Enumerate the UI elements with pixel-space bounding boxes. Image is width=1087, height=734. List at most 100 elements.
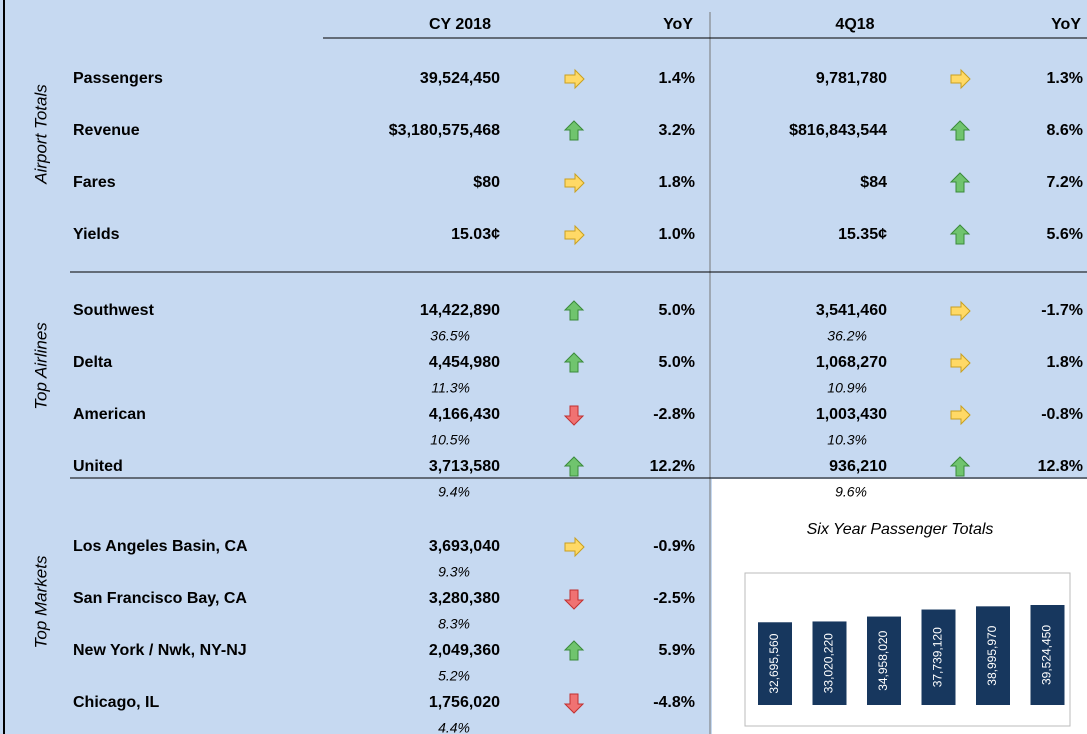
section-label: Airport Totals — [31, 84, 50, 185]
cy-share: 4.4% — [438, 720, 470, 734]
cy-share: 8.3% — [438, 616, 470, 632]
trend-arrow — [949, 456, 971, 477]
bar — [921, 609, 956, 705]
bar — [867, 616, 901, 705]
q-yoy: 5.6% — [1047, 226, 1083, 243]
trend-arrow — [950, 68, 971, 90]
trend-arrow — [564, 224, 585, 246]
row-label: Passengers — [73, 70, 163, 87]
header: YoY — [663, 16, 693, 33]
bar-label: 32,695,560 — [767, 633, 781, 693]
q-yoy: -0.8% — [1041, 406, 1083, 423]
bar-label: 33,020,220 — [822, 633, 836, 693]
bar-label: 39,524,450 — [1040, 625, 1054, 685]
bar-label: 38,995,970 — [985, 625, 999, 685]
cy-yoy: 1.4% — [659, 70, 695, 87]
cy-yoy: -0.9% — [653, 538, 695, 555]
cy-yoy: -2.5% — [653, 590, 695, 607]
cy-value: $80 — [473, 174, 500, 191]
trend-arrow — [563, 120, 585, 141]
trend-arrow — [950, 352, 971, 374]
q-value: 15.35¢ — [838, 226, 887, 243]
cy-yoy: 5.0% — [659, 354, 695, 371]
trend-arrow — [563, 352, 585, 373]
cy-share: 5.2% — [438, 668, 470, 684]
cy-value: 4,454,980 — [429, 354, 500, 371]
header: CY 2018 — [429, 16, 491, 33]
cy-value: 4,166,430 — [429, 406, 500, 423]
q-value: 936,210 — [829, 458, 887, 475]
cy-share: 10.5% — [430, 432, 470, 448]
q-value: 1,003,430 — [816, 406, 887, 423]
cy-yoy: 12.2% — [650, 458, 695, 475]
trend-arrow — [563, 456, 585, 477]
cy-yoy: 5.9% — [659, 642, 695, 659]
bar — [758, 622, 792, 705]
q-value: $84 — [860, 174, 887, 191]
trend-arrow — [563, 405, 585, 426]
trend-arrow — [950, 404, 971, 426]
q-value: 1,068,270 — [816, 354, 887, 371]
bar-label: 34,958,020 — [876, 630, 890, 690]
cy-yoy: -2.8% — [653, 406, 695, 423]
row-label: Los Angeles Basin, CA — [73, 538, 248, 555]
q-share: 36.2% — [827, 328, 867, 344]
cy-share: 9.4% — [438, 484, 470, 500]
q-share: 10.3% — [827, 432, 867, 448]
header: 4Q18 — [835, 16, 874, 33]
q-yoy: 12.8% — [1038, 458, 1083, 475]
cy-yoy: 3.2% — [659, 122, 695, 139]
trend-arrow — [949, 172, 971, 193]
cy-yoy: 5.0% — [659, 302, 695, 319]
q-yoy: 7.2% — [1047, 174, 1083, 191]
row-label: United — [73, 458, 123, 475]
cy-value: 3,713,580 — [429, 458, 500, 475]
cy-share: 11.3% — [431, 380, 470, 396]
section-label: Top Markets — [31, 555, 50, 648]
cy-yoy: 1.8% — [659, 174, 695, 191]
cy-yoy: -4.8% — [653, 694, 695, 711]
chart-title: Six Year Passenger Totals — [807, 521, 994, 538]
cy-value: 3,693,040 — [429, 538, 500, 555]
trend-arrow — [564, 536, 585, 558]
q-share: 10.9% — [827, 380, 867, 396]
cy-value: 39,524,450 — [420, 70, 500, 87]
q-value: 9,781,780 — [816, 70, 887, 87]
cy-value: 15.03¢ — [451, 226, 500, 243]
trend-arrow — [563, 589, 585, 610]
trend-arrow — [563, 300, 585, 321]
cy-value: $3,180,575,468 — [389, 122, 500, 139]
trend-arrow — [949, 224, 971, 245]
cy-value: 2,049,360 — [429, 642, 500, 659]
q-value: 3,541,460 — [816, 302, 887, 319]
cy-value: 3,280,380 — [429, 590, 500, 607]
trend-arrow — [563, 640, 585, 661]
cy-share: 36.5% — [430, 328, 470, 344]
row-label: Revenue — [73, 122, 140, 139]
trend-arrow — [950, 300, 971, 322]
cy-value: 1,756,020 — [429, 694, 500, 711]
trend-arrow — [564, 68, 585, 90]
row-label: Chicago, IL — [73, 694, 159, 711]
q-yoy: 8.6% — [1047, 122, 1083, 139]
q-yoy: -1.7% — [1041, 302, 1083, 319]
q-yoy: 1.8% — [1047, 354, 1083, 371]
row-label: Fares — [73, 174, 116, 191]
q-share: 9.6% — [835, 484, 867, 500]
trend-arrow — [564, 172, 585, 194]
row-label: Delta — [73, 354, 112, 371]
header: YoY — [1051, 16, 1081, 33]
row-label: New York / Nwk, NY-NJ — [73, 642, 247, 659]
q-value: $816,843,544 — [789, 122, 887, 139]
cy-share: 9.3% — [438, 564, 470, 580]
chart-frame — [744, 572, 1071, 727]
section-label: Top Airlines — [31, 322, 50, 410]
bar-label: 37,739,120 — [931, 627, 945, 687]
row-label: San Francisco Bay, CA — [73, 590, 247, 607]
bar — [812, 621, 847, 705]
bar — [976, 606, 1010, 705]
trend-arrow — [563, 693, 585, 714]
row-label: Yields — [73, 226, 120, 243]
row-label: Southwest — [73, 302, 155, 319]
